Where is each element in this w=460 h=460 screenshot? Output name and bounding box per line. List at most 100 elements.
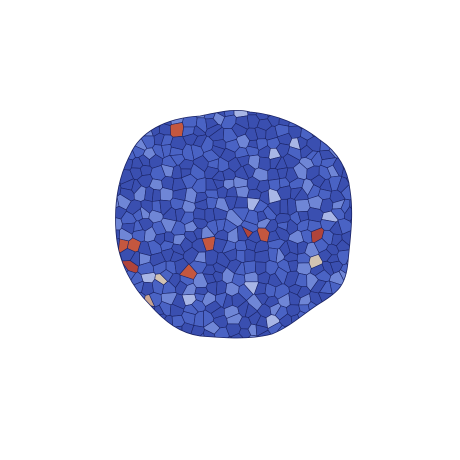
- cell: [128, 118, 142, 127]
- cell: [207, 337, 227, 339]
- cell: [318, 115, 330, 127]
- cell: [115, 271, 125, 288]
- cell: [120, 133, 137, 149]
- cell: [328, 303, 340, 322]
- cell: [241, 69, 259, 104]
- cell: [115, 337, 133, 339]
- cell: [353, 310, 389, 341]
- cell: [159, 112, 172, 126]
- cell: [86, 126, 112, 136]
- cell: [340, 282, 352, 298]
- cell: [117, 126, 131, 141]
- cell: [77, 104, 113, 117]
- cell: [72, 178, 108, 215]
- cell: [196, 332, 210, 339]
- cell: [253, 67, 275, 105]
- tissue-border: [115, 109, 353, 339]
- cell: [308, 90, 323, 109]
- cell: [78, 145, 115, 160]
- cell: [194, 70, 215, 107]
- cell: [77, 159, 113, 177]
- cell: [327, 112, 343, 127]
- cell: [327, 324, 341, 339]
- cell: [298, 323, 314, 337]
- cell: [128, 110, 145, 120]
- cell: [120, 110, 132, 116]
- cell: [349, 198, 352, 214]
- cell: [230, 333, 246, 339]
- cell: [341, 325, 352, 339]
- cell: [324, 126, 341, 140]
- cell: [115, 110, 122, 117]
- cell: [331, 110, 344, 119]
- cell: [137, 335, 153, 339]
- cell: [115, 170, 119, 180]
- cell: [347, 277, 352, 293]
- cell: [278, 110, 290, 117]
- cell: [126, 123, 142, 138]
- cell: [73, 291, 110, 310]
- cell: [89, 158, 113, 169]
- cell: [276, 70, 291, 108]
- cell: [306, 313, 320, 329]
- cell: [351, 215, 352, 234]
- cell: [95, 285, 113, 299]
- cell: [128, 334, 140, 339]
- cell: [148, 336, 176, 339]
- cell: [93, 195, 112, 210]
- cell: [78, 176, 110, 190]
- cell: [95, 262, 115, 274]
- cell: [149, 110, 164, 116]
- cell: [129, 73, 141, 109]
- cell: [76, 114, 112, 132]
- cell: [182, 110, 196, 118]
- cell: [319, 110, 333, 117]
- cell: [119, 304, 133, 317]
- cell: [128, 316, 145, 331]
- cell: [349, 205, 352, 225]
- cell: [169, 335, 186, 339]
- cell: [353, 67, 388, 106]
- cell: [118, 323, 134, 339]
- cell: [82, 222, 114, 231]
- cell: [115, 285, 123, 299]
- cell: [345, 250, 352, 268]
- cell: [140, 73, 154, 107]
- cell: [150, 322, 166, 339]
- cell: [318, 316, 334, 329]
- cell: [110, 89, 123, 107]
- cell: [115, 312, 119, 326]
- cell: [310, 110, 322, 118]
- cell: [297, 110, 313, 117]
- cell: [294, 199, 311, 213]
- cell: [181, 82, 196, 107]
- cell: [353, 118, 387, 129]
- cell: [318, 68, 338, 106]
- cell: [115, 125, 123, 137]
- cell: [353, 178, 390, 206]
- cell: [350, 236, 352, 256]
- cell: [71, 226, 110, 265]
- cell: [115, 135, 122, 150]
- cell: [81, 228, 111, 243]
- cell: [295, 68, 318, 104]
- cell: [226, 69, 241, 106]
- cell: [350, 110, 352, 123]
- cell: [284, 323, 301, 338]
- cell: [296, 334, 318, 339]
- cell: [348, 288, 352, 307]
- cell: [319, 122, 334, 137]
- cell: [140, 114, 151, 130]
- cell: [171, 110, 184, 116]
- cell: [350, 156, 352, 170]
- cell-top-left-red: [170, 122, 184, 138]
- cell: [351, 166, 352, 184]
- cell: [266, 69, 280, 105]
- cell: [164, 327, 177, 338]
- cell: [348, 302, 352, 318]
- cell: [142, 69, 166, 106]
- cell: [172, 325, 183, 337]
- cell: [336, 67, 354, 106]
- cell: [115, 322, 123, 336]
- cell: [351, 122, 352, 147]
